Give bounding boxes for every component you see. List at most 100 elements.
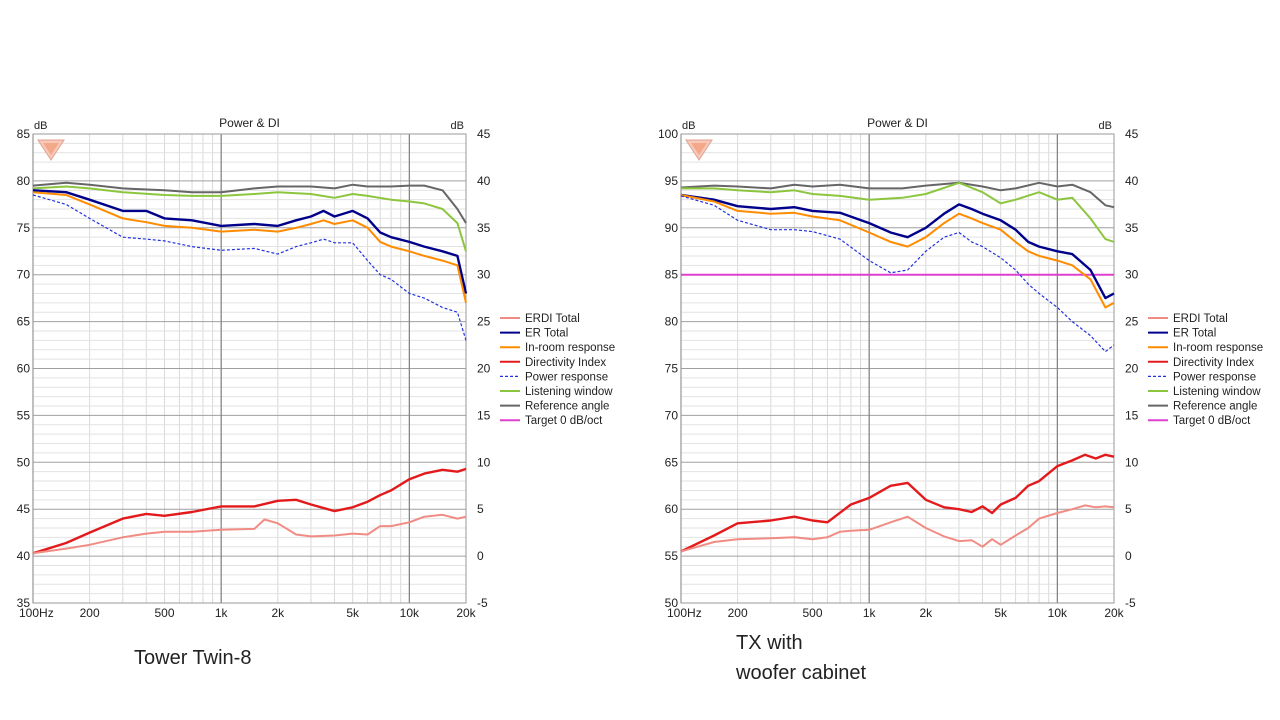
legend-entry: Target 0 dB/oct (1173, 415, 1251, 427)
y-tick-label: 75 (665, 362, 679, 376)
x-tick-label: 100Hz (19, 606, 54, 620)
x-tick-label: 20k (456, 606, 476, 620)
x-tick-label: 2k (919, 606, 933, 620)
y-tick-label: 40 (17, 549, 31, 563)
legend-entry: ER Total (1173, 328, 1216, 340)
legend: ERDI Total ER Total In-room response Direct… (1148, 313, 1263, 427)
legend-entry: ERDI Total (525, 313, 580, 325)
right-chart-caption-line2: woofer cabinet (736, 662, 867, 684)
y-tick-label: 55 (665, 549, 679, 563)
legend-entry: In-room response (1173, 342, 1263, 354)
plot-frame (680, 133, 1115, 604)
x-tick-label: 500 (803, 606, 823, 620)
series-line-directivity-index (32, 467, 467, 555)
y-tick-label: 60 (17, 362, 31, 376)
legend-entry: Power response (525, 371, 608, 383)
y2-tick-label: 30 (1125, 268, 1139, 282)
chart-1: Power & DI dB dB 35 40 45 50 55 60 65 70 75 80 85 -5 0 5… (17, 116, 615, 620)
x-tick-label: 100Hz (667, 606, 702, 620)
series-line-directivity-index (680, 453, 1115, 553)
legend-entry: Reference angle (1173, 401, 1257, 413)
legend-entry: Power response (1173, 371, 1256, 383)
y2-tick-label: 5 (477, 502, 484, 516)
y-tick-label: 50 (665, 596, 679, 610)
legend-entry: Listening window (525, 386, 613, 398)
y2-tick-label: -5 (1125, 596, 1136, 610)
y2-axis-label: dB (1099, 120, 1112, 132)
legend-entry: Reference angle (525, 401, 609, 413)
series-line-listening-window (681, 181, 1115, 243)
y2-tick-label: 0 (477, 549, 484, 563)
y-tick-label: 70 (17, 268, 31, 282)
y-tick-label: 65 (665, 455, 679, 469)
y2-tick-label: 10 (477, 455, 491, 469)
y2-tick-label: 15 (1125, 408, 1139, 422)
x-tick-label: 5k (994, 606, 1008, 620)
y2-tick-label: 45 (1125, 127, 1139, 141)
x-tick-label: 200 (80, 606, 100, 620)
right-chart-caption-line1: TX with (736, 632, 803, 654)
series-line-reference-angle (680, 181, 1115, 209)
series-line-power-response (680, 195, 1115, 353)
y2-tick-label: 5 (1125, 502, 1132, 516)
series-line-power-response (32, 194, 467, 341)
x-tick-label: 1k (215, 606, 229, 620)
y2-tick-label: 25 (477, 315, 491, 329)
legend-entry: In-room response (525, 342, 615, 354)
x-tick-label: 500 (155, 606, 175, 620)
y2-tick-label: 40 (1125, 174, 1139, 188)
series-group (680, 181, 1115, 553)
y-axis-label: dB (34, 120, 47, 132)
y-axis-label: dB (682, 120, 695, 132)
legend: ERDI Total ER Total In-room response Direct… (500, 313, 615, 427)
legend-entry: ER Total (525, 328, 568, 340)
left-chart-caption: Tower Twin-8 (134, 647, 252, 669)
y2-tick-label: 45 (477, 127, 491, 141)
y2-tick-label: 25 (1125, 315, 1139, 329)
series-line-reference-angle (32, 181, 467, 224)
y2-tick-label: 15 (477, 408, 491, 422)
y-tick-label: 80 (17, 174, 31, 188)
plot-frame (32, 133, 467, 604)
series-line-listening-window (32, 185, 467, 252)
series-line-erdi-total (32, 513, 467, 555)
y-tick-label: 95 (665, 174, 679, 188)
y2-tick-label: 10 (1125, 455, 1139, 469)
y2-tick-label: 30 (477, 268, 491, 282)
y-tick-label: 65 (17, 315, 31, 329)
series-group (32, 181, 468, 555)
y-tick-label: 85 (665, 268, 679, 282)
y2-tick-label: 20 (1125, 362, 1139, 376)
y-tick-label: 70 (665, 408, 679, 422)
series-line-in-room-response (32, 191, 467, 304)
chart-title: Power & DI (219, 116, 280, 130)
series-line-erdi-total (680, 504, 1115, 553)
x-tick-label: 2k (271, 606, 285, 620)
y2-axis-label: dB (451, 120, 464, 132)
y-tick-label: 45 (17, 502, 31, 516)
y-tick-label: 100 (658, 127, 678, 141)
legend-entry: Directivity Index (525, 357, 606, 369)
y2-tick-label: 20 (477, 362, 491, 376)
y-tick-label: 55 (17, 408, 31, 422)
y-tick-label: 75 (17, 221, 31, 235)
logo-icon-inner (691, 143, 707, 155)
logo-icon-inner (43, 143, 59, 155)
legend-entry: Directivity Index (1173, 357, 1254, 369)
legend-entry: Target 0 dB/oct (525, 415, 603, 427)
y2-tick-label: 35 (477, 221, 491, 235)
chart-title: Power & DI (867, 116, 928, 130)
y-tick-label: 80 (665, 315, 679, 329)
x-tick-label: 1k (863, 606, 877, 620)
series-line-er-total (680, 193, 1115, 300)
x-tick-label: 10k (400, 606, 420, 620)
legend-entry: ERDI Total (1173, 313, 1228, 325)
legend-entry: Listening window (1173, 386, 1261, 398)
y2-tick-label: 35 (1125, 221, 1139, 235)
y-tick-label: 85 (17, 127, 31, 141)
y2-tick-label: 0 (1125, 549, 1132, 563)
y-tick-label: 35 (17, 596, 31, 610)
x-tick-label: 20k (1104, 606, 1124, 620)
chart-2: Power & DI dB dB 50 55 60 65 70 75 80 85 90 95 100 -5 0… (658, 116, 1263, 620)
